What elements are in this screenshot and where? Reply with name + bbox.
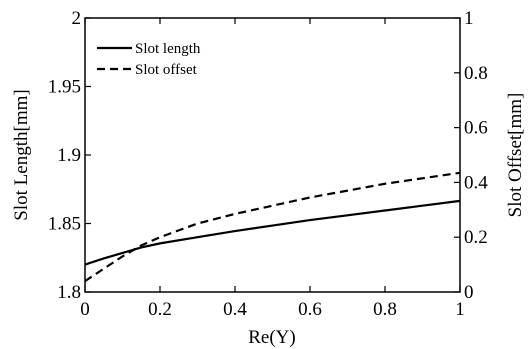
left-y-axis-ticks: 1.8 1.85 1.9 1.95 2 bbox=[48, 8, 91, 303]
x-tick-label: 1 bbox=[455, 299, 465, 320]
series-line-slot-offset bbox=[84, 171, 461, 282]
series-line-slot-length bbox=[84, 199, 461, 266]
left-y-tick-label: 1.9 bbox=[57, 145, 81, 166]
x-tick-label: 0.6 bbox=[298, 299, 322, 320]
series-layer bbox=[84, 171, 461, 282]
right-y-axis-title: Slot Offset[mm] bbox=[505, 93, 526, 218]
left-y-tick-label: 1.8 bbox=[57, 282, 81, 303]
x-tick-label: 0.2 bbox=[148, 299, 172, 320]
left-y-axis-title: Slot Length[mm] bbox=[11, 89, 32, 220]
left-y-tick-label: 1.95 bbox=[48, 77, 81, 98]
right-y-tick-label: 0.2 bbox=[464, 227, 488, 248]
right-y-tick-label: 0.4 bbox=[464, 172, 488, 193]
x-tick-label: 0.4 bbox=[223, 299, 247, 320]
legend-label: Slot length bbox=[135, 41, 201, 57]
plot-frame bbox=[84, 17, 461, 293]
right-y-tick-label: 0.8 bbox=[464, 63, 488, 84]
right-y-tick-label: 0 bbox=[464, 282, 474, 303]
legend-label: Slot offset bbox=[135, 62, 198, 78]
right-y-tick-label: 1 bbox=[464, 8, 474, 29]
x-axis-title: Re(Y) bbox=[248, 327, 295, 348]
x-tick-label: 0 bbox=[80, 299, 90, 320]
plot-area-border bbox=[84, 17, 461, 293]
left-y-tick-label: 2 bbox=[72, 8, 82, 29]
x-axis-ticks: 0 0.2 0.4 0.6 0.8 1 bbox=[80, 18, 465, 320]
right-y-tick-label: 0.6 bbox=[464, 118, 488, 139]
right-y-axis-ticks: 0 0.2 0.4 0.6 0.8 1 bbox=[454, 8, 488, 303]
legend: Slot length Slot offset bbox=[97, 41, 201, 78]
x-tick-label: 0.8 bbox=[373, 299, 397, 320]
left-y-tick-label: 1.85 bbox=[48, 214, 81, 235]
